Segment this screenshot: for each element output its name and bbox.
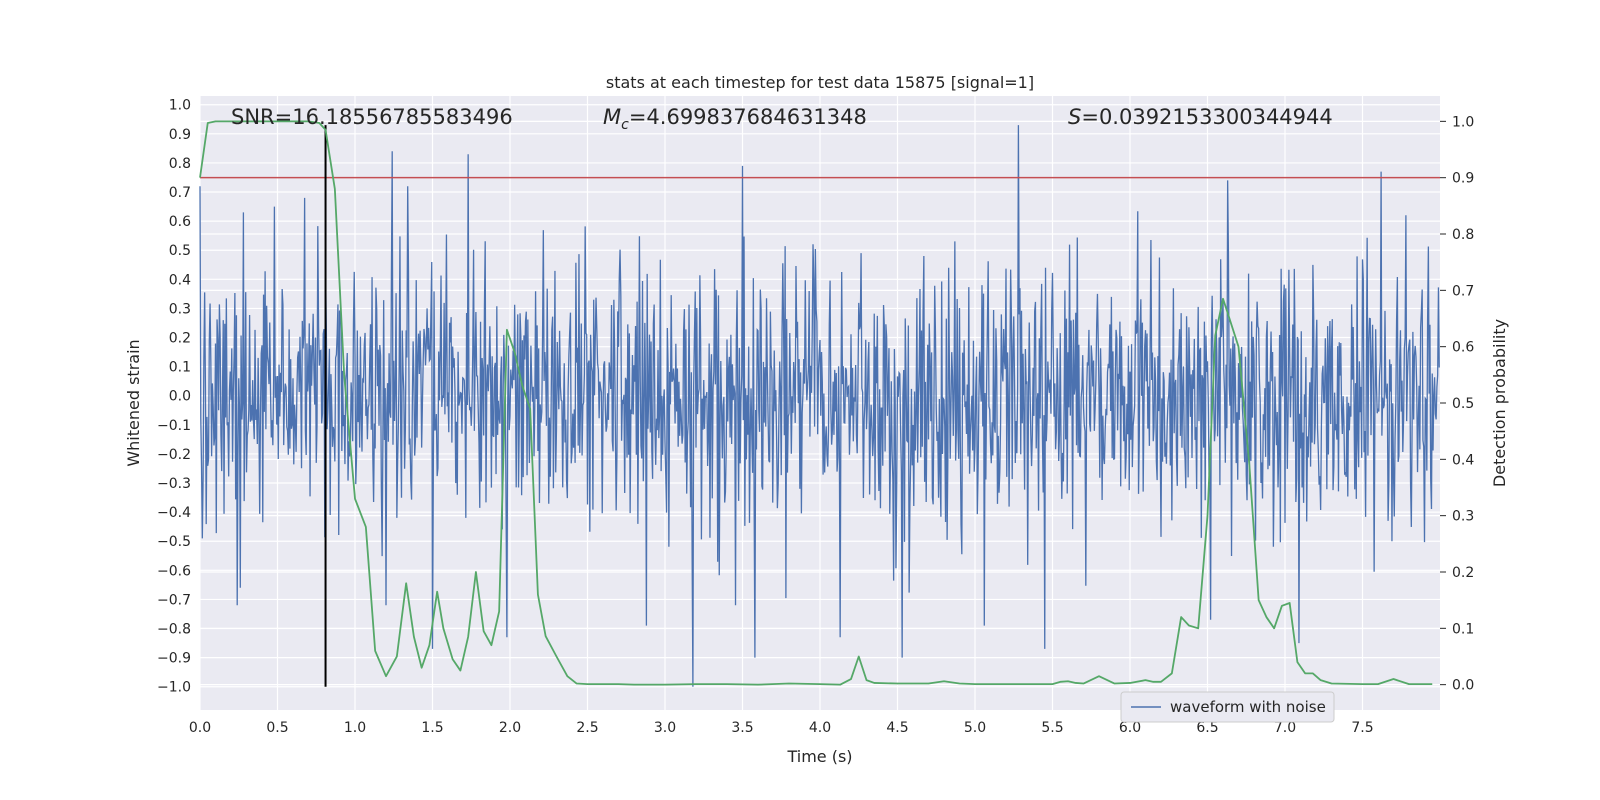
y-left-tick-label: 0.9 [169, 127, 191, 143]
x-tick-label: 2.0 [499, 720, 521, 736]
x-tick-label: 7.0 [1274, 720, 1296, 736]
y-right-tick-label: 0.8 [1452, 227, 1474, 243]
y-left-tick-label: −0.3 [157, 476, 191, 492]
legend: waveform with noise [1120, 691, 1335, 723]
legend-label: waveform with noise [1170, 698, 1326, 716]
x-tick-label: 5.5 [1041, 720, 1063, 736]
x-tick-label: 4.5 [886, 720, 908, 736]
y-left-tick-label: 0.4 [169, 272, 191, 288]
waveform-line [199, 125, 1440, 687]
x-tick-label: 0.0 [189, 720, 211, 736]
x-tick-label: 3.0 [654, 720, 676, 736]
y-left-tick-label: −0.8 [157, 622, 191, 638]
y-left-tick-label: 1.0 [169, 98, 191, 114]
waveform-series [199, 125, 1440, 687]
y-left-tick-label: 0.0 [169, 389, 191, 405]
chirp-mass-subscript: c [621, 117, 629, 133]
y-left-tick-label: −0.7 [157, 592, 191, 608]
y-left-tick-label: −0.5 [157, 534, 191, 550]
x-tick-label: 1.5 [421, 720, 443, 736]
x-tick-label: 4.0 [809, 720, 831, 736]
y-right-tick-label: 0.7 [1452, 283, 1474, 299]
x-tick-label: 0.5 [266, 720, 288, 736]
chirp-mass-value: =4.699837684631348 [629, 105, 867, 129]
x-tick-label: 5.0 [964, 720, 986, 736]
chart-title: stats at each timestep for test data 158… [606, 73, 1034, 92]
y-left-tick-label: −1.0 [157, 680, 191, 696]
y-right-axis-ticks: 1.0 0.9 0.8 0.7 0.6 0.5 0.4 0.3 0.2 0.1 0.0 [1440, 114, 1474, 694]
snr-annotation: SNR=16.18556785583496 [231, 105, 513, 129]
y-left-tick-label: 0.3 [169, 301, 191, 317]
s-symbol: S [1068, 105, 1081, 129]
y-left-tick-label: 0.5 [169, 243, 191, 259]
y-left-tick-label: 0.1 [169, 360, 191, 376]
y-left-tick-label: 0.2 [169, 331, 191, 347]
y-left-tick-label: 0.8 [169, 156, 191, 172]
y-left-tick-label: −0.6 [157, 563, 191, 579]
y-left-tick-label: −0.4 [157, 505, 191, 521]
y-right-tick-label: 0.3 [1452, 509, 1474, 525]
y-left-axis-label: Whitened strain [124, 339, 143, 466]
y-left-tick-label: −0.9 [157, 651, 191, 667]
y-right-tick-label: 0.0 [1452, 678, 1474, 694]
y-right-tick-label: 0.2 [1452, 565, 1474, 581]
x-axis-ticks: 0.0 0.5 1.0 1.5 2.0 2.5 3.0 3.5 4.0 4.5 5.0 5.5 6.0 6… [189, 720, 1374, 736]
y-right-tick-label: 1.0 [1452, 114, 1474, 130]
x-axis-label: Time (s) [786, 747, 852, 766]
y-right-axis-label: Detection probability [1490, 319, 1509, 487]
y-left-axis-ticks: 1.0 0.9 0.8 0.7 0.6 0.5 0.4 0.3 0.2 0.1 0.0 −0.1 −0.… [157, 98, 191, 696]
x-tick-label: 6.5 [1196, 720, 1218, 736]
chirp-mass-symbol: M [603, 105, 621, 129]
y-left-tick-label: −0.2 [157, 447, 191, 463]
x-tick-label: 2.5 [576, 720, 598, 736]
s-annotation: S=0.0392153300344944 [1068, 105, 1333, 129]
y-right-tick-label: 0.4 [1452, 452, 1474, 468]
s-value: =0.0392153300344944 [1081, 105, 1332, 129]
y-right-tick-label: 0.1 [1452, 621, 1474, 637]
y-left-tick-label: 0.7 [169, 185, 191, 201]
x-tick-label: 6.0 [1119, 720, 1141, 736]
x-tick-label: 1.0 [344, 720, 366, 736]
y-left-tick-label: 0.6 [169, 214, 191, 230]
x-tick-label: 3.5 [731, 720, 753, 736]
chirp-mass-annotation: Mc=4.699837684631348 [603, 105, 867, 133]
y-left-tick-label: −0.1 [157, 418, 191, 434]
y-right-tick-label: 0.5 [1452, 396, 1474, 412]
legend-box [1120, 691, 1335, 723]
x-tick-label: 7.5 [1351, 720, 1373, 736]
detection-probability-line [199, 120, 1433, 686]
detection-probability-series [199, 120, 1433, 686]
y-right-tick-label: 0.9 [1452, 171, 1474, 187]
y-right-tick-label: 0.6 [1452, 340, 1474, 356]
